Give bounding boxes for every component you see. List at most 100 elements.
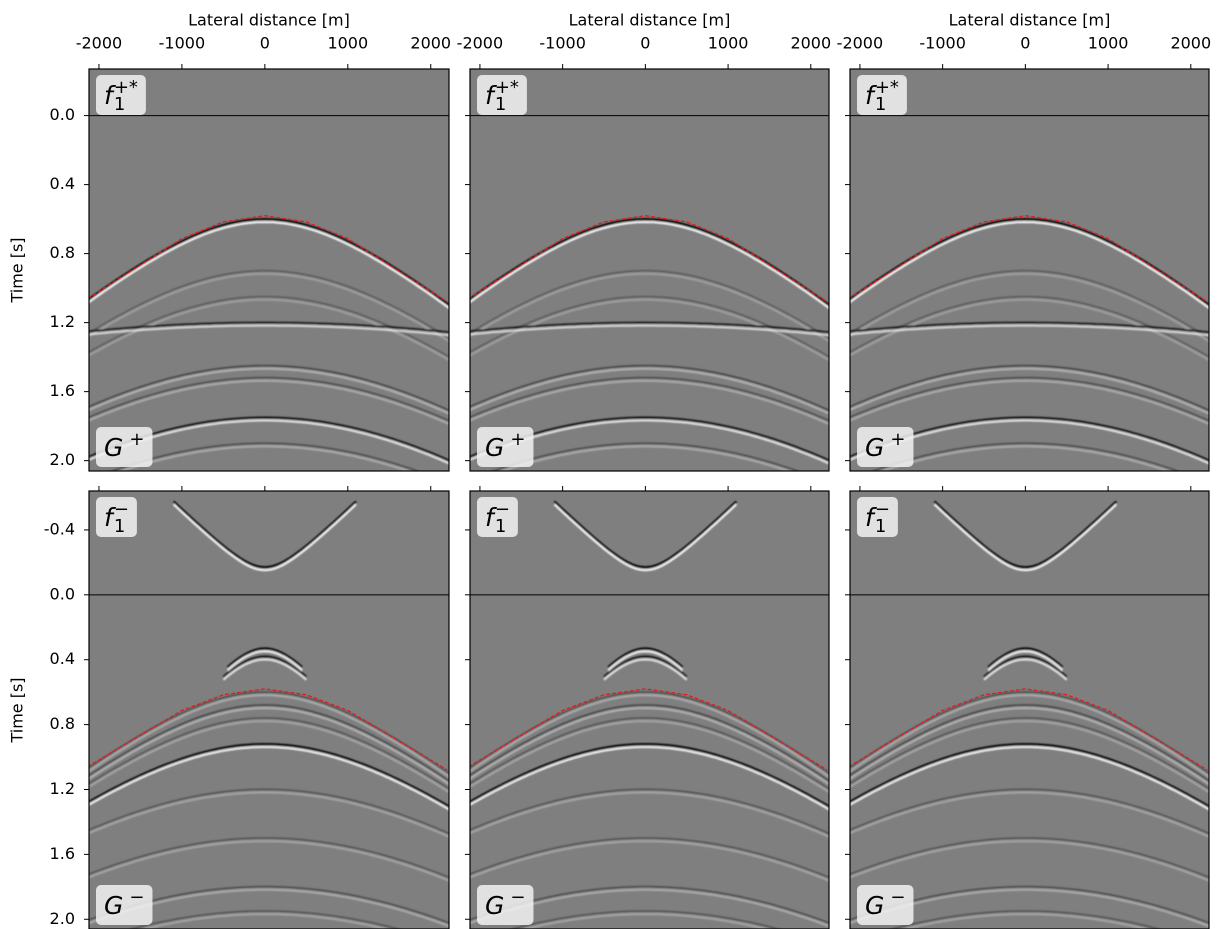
y-axis-label: Time [s]	[8, 237, 27, 303]
event-dark	[987, 647, 1064, 669]
event-dark	[509, 910, 782, 929]
event-light	[850, 324, 1209, 337]
event-light	[850, 746, 1209, 811]
event-dark	[89, 703, 449, 783]
x-tick-label: 2000	[410, 34, 451, 53]
event-light	[89, 324, 449, 337]
event-light	[850, 221, 1209, 310]
label-sub: 1	[875, 94, 886, 115]
event-dark	[933, 500, 1118, 569]
event-dark	[470, 321, 829, 334]
label-box	[477, 75, 527, 115]
label-box	[96, 885, 153, 925]
label-sup: +	[129, 429, 144, 450]
label-sup: −	[129, 887, 144, 908]
event-light	[470, 707, 829, 786]
label-box	[477, 885, 534, 925]
x-tick-label: -1000	[159, 34, 206, 53]
seismic-image	[89, 69, 449, 471]
event-dark	[470, 376, 829, 423]
label-sup: +	[890, 429, 905, 450]
event-light	[850, 791, 1209, 838]
axes-frame	[88, 490, 450, 929]
event-light	[470, 221, 829, 310]
event-dark	[850, 788, 1209, 835]
event-dark	[470, 269, 829, 340]
event-dark	[89, 364, 449, 412]
event-light	[89, 707, 449, 786]
label-base: G	[865, 433, 884, 462]
event-dark	[603, 655, 688, 678]
axes-frame	[849, 490, 1210, 929]
label-sub: 1	[114, 516, 125, 537]
seismic-events	[89, 500, 449, 929]
event-light	[89, 746, 449, 811]
event-dark	[226, 647, 303, 669]
event-dark	[850, 321, 1209, 334]
axes-frame	[469, 68, 830, 472]
y-tick-label: 1.2	[50, 779, 75, 798]
event-light	[470, 379, 829, 426]
event-light	[850, 707, 1209, 786]
x-tick-label: 0	[640, 34, 650, 53]
seismic-events	[89, 217, 449, 471]
event-dark	[89, 716, 449, 791]
x-tick-label: 1000	[1088, 34, 1129, 53]
event-dark	[89, 269, 449, 340]
event-light	[470, 791, 829, 838]
label-base: G	[104, 433, 123, 462]
seismic-events	[470, 217, 829, 471]
x-tick-label: -2000	[457, 34, 504, 53]
label-box	[96, 75, 146, 115]
x-tick-label: -2000	[837, 34, 884, 53]
event-dark	[889, 910, 1162, 929]
event-dark	[470, 788, 829, 835]
label-sup: −	[875, 499, 890, 520]
event-light	[89, 272, 449, 343]
y-tick-label: 0.8	[50, 243, 75, 262]
event-light	[901, 913, 1150, 929]
event-light	[553, 503, 738, 572]
x-tick-label: -1000	[919, 34, 966, 53]
reference-curve	[89, 688, 448, 771]
event-light	[850, 694, 1209, 778]
label-sub: 1	[875, 516, 886, 537]
y-tick-label: 2.0	[50, 450, 75, 469]
label-box	[96, 427, 153, 467]
y-axis-label: Time [s]	[8, 677, 27, 743]
event-dark	[470, 703, 829, 783]
label-sup: +*	[875, 77, 899, 98]
image-background	[89, 491, 449, 929]
event-dark	[607, 647, 684, 669]
event-light	[89, 379, 449, 426]
seismic-image	[89, 491, 449, 929]
x-axis-label: Lateral distance [m]	[569, 11, 731, 30]
y-tick-label: 1.6	[50, 844, 75, 863]
y-tick-label: 0.4	[50, 649, 75, 668]
x-axis-label: Lateral distance [m]	[188, 11, 350, 30]
y-tick-label: 1.6	[50, 381, 75, 400]
label-base: G	[485, 891, 504, 920]
event-dark	[983, 655, 1068, 678]
event-light	[470, 694, 829, 778]
label-box	[477, 497, 518, 537]
event-light	[603, 658, 688, 681]
event-dark	[850, 364, 1209, 412]
reference-curve	[470, 688, 828, 771]
event-dark	[470, 837, 829, 879]
event-dark	[850, 703, 1209, 783]
y-tick-label: 0.4	[50, 174, 75, 193]
event-light	[470, 367, 829, 415]
reference-curve	[850, 688, 1208, 771]
event-light	[226, 650, 303, 671]
label-sub: 1	[114, 94, 125, 115]
event-light	[89, 840, 449, 882]
label-box	[857, 885, 914, 925]
x-tick-label: -1000	[539, 34, 586, 53]
x-tick-label: 1000	[708, 34, 749, 53]
event-dark	[89, 837, 449, 879]
event-dark	[89, 321, 449, 334]
event-light	[850, 840, 1209, 882]
